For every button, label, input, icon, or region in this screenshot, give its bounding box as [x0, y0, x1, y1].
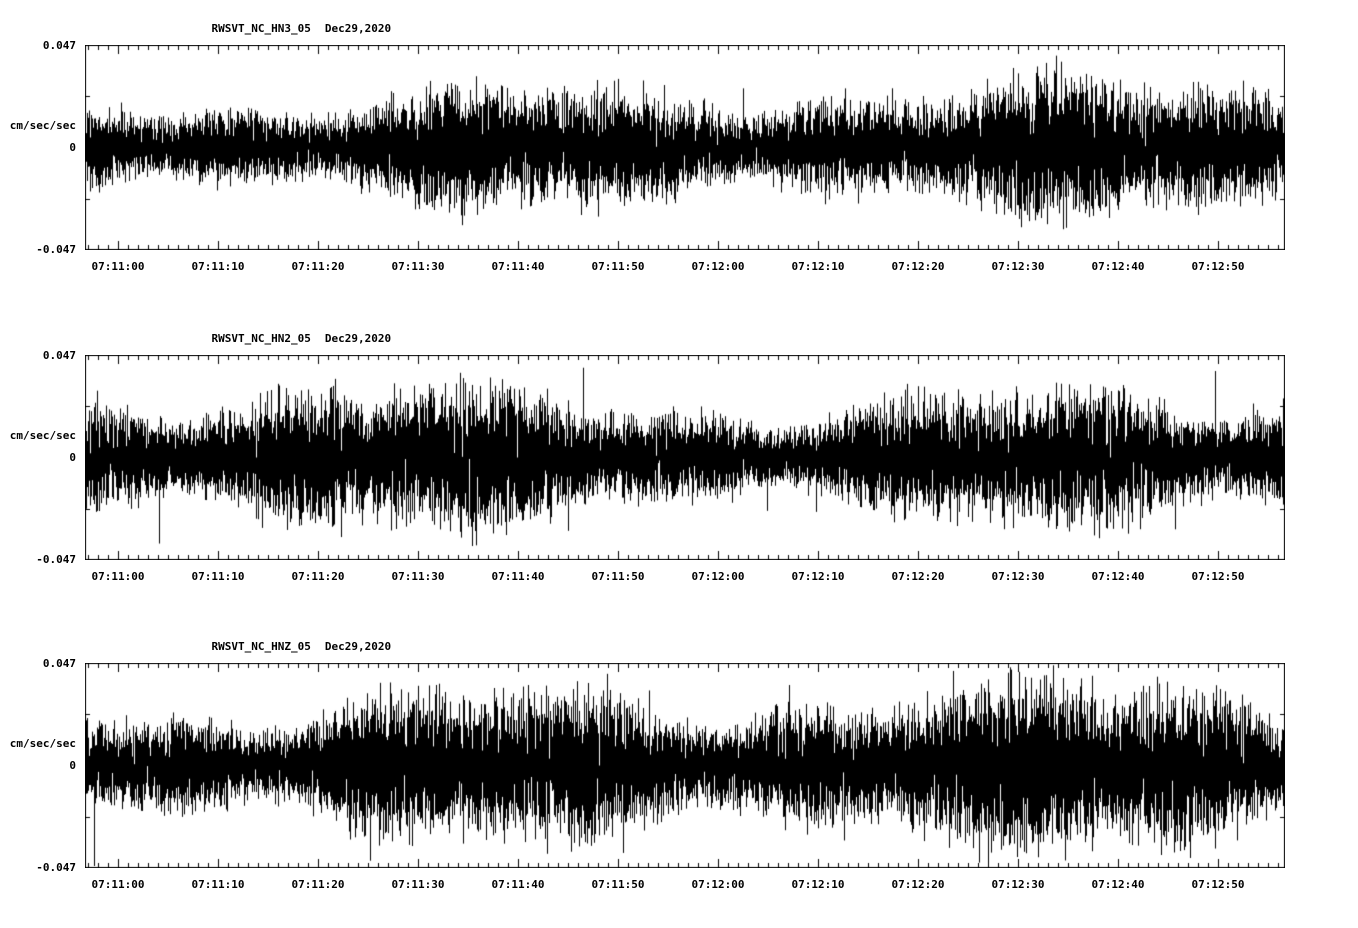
seismogram-panel-hnz: RWSVT_NC_HNZ_05 Dec29,2020 0.047 cm/sec/s…: [0, 618, 1358, 928]
x-tick-label: 07:12:40: [1091, 260, 1145, 273]
y-min-label: -0.047: [36, 243, 76, 256]
x-tick-label: 07:11:50: [591, 878, 645, 891]
trace-title: RWSVT_NC_HNZ_05 Dec29,2020: [185, 627, 392, 666]
x-tick-label: 07:12:50: [1191, 570, 1245, 583]
x-tick-label: 07:11:10: [191, 260, 245, 273]
x-tick-label: 07:12:30: [991, 570, 1045, 583]
x-tick-label: 07:12:00: [691, 570, 745, 583]
x-tick-label: 07:12:40: [1091, 570, 1145, 583]
x-tick-label: 07:12:20: [891, 878, 945, 891]
waveform-canvas: [85, 663, 1285, 868]
y-axis-units-label: cm/sec/sec: [9, 429, 76, 442]
x-tick-label: 07:11:40: [491, 570, 545, 583]
date-label: Dec29,2020: [324, 332, 392, 345]
date-label: Dec29,2020: [324, 22, 392, 35]
x-tick-label: 07:11:40: [491, 260, 545, 273]
station-channel-label: RWSVT_NC_HNZ_05: [211, 640, 311, 653]
x-tick-label: 07:11:30: [391, 878, 445, 891]
x-tick-label: 07:12:10: [791, 570, 845, 583]
station-channel-label: RWSVT_NC_HN3_05: [211, 22, 311, 35]
x-tick-label: 07:11:10: [191, 878, 245, 891]
x-tick-label: 07:12:20: [891, 570, 945, 583]
x-tick-label: 07:11:20: [291, 570, 345, 583]
x-tick-label: 07:12:40: [1091, 878, 1145, 891]
x-tick-label: 07:12:30: [991, 260, 1045, 273]
x-tick-label: 07:11:50: [591, 570, 645, 583]
y-zero-label: 0: [69, 759, 76, 772]
date-label: Dec29,2020: [324, 640, 392, 653]
x-tick-label: 07:12:20: [891, 260, 945, 273]
waveform-canvas: [85, 355, 1285, 560]
y-max-label: 0.047: [42, 349, 76, 362]
waveform-canvas: [85, 45, 1285, 250]
x-tick-label: 07:12:50: [1191, 878, 1245, 891]
trace-title: RWSVT_NC_HN3_05 Dec29,2020: [185, 9, 392, 48]
x-tick-label: 07:11:00: [91, 878, 145, 891]
y-axis-units-label: cm/sec/sec: [9, 737, 76, 750]
x-tick-label: 07:11:00: [91, 570, 145, 583]
x-axis-labels: 07:11:00 07:11:10 07:11:20 07:11:30 07:11:40…: [85, 260, 1285, 276]
x-tick-label: 07:12:10: [791, 878, 845, 891]
x-tick-label: 07:11:30: [391, 570, 445, 583]
x-tick-label: 07:11:20: [291, 878, 345, 891]
y-min-label: -0.047: [36, 861, 76, 874]
station-channel-label: RWSVT_NC_HN2_05: [211, 332, 311, 345]
x-tick-label: 07:12:10: [791, 260, 845, 273]
x-tick-label: 07:11:50: [591, 260, 645, 273]
x-tick-label: 07:12:00: [691, 260, 745, 273]
trace-title: RWSVT_NC_HN2_05 Dec29,2020: [185, 319, 392, 358]
y-max-label: 0.047: [42, 39, 76, 52]
x-tick-label: 07:12:30: [991, 878, 1045, 891]
x-tick-label: 07:11:10: [191, 570, 245, 583]
x-axis-labels: 07:11:00 07:11:10 07:11:20 07:11:30 07:11:40…: [85, 878, 1285, 894]
x-tick-label: 07:12:00: [691, 878, 745, 891]
x-tick-label: 07:11:20: [291, 260, 345, 273]
x-tick-label: 07:11:00: [91, 260, 145, 273]
x-tick-label: 07:11:30: [391, 260, 445, 273]
y-max-label: 0.047: [42, 657, 76, 670]
x-tick-label: 07:12:50: [1191, 260, 1245, 273]
y-zero-label: 0: [69, 141, 76, 154]
y-min-label: -0.047: [36, 553, 76, 566]
seismogram-panel-hn3: RWSVT_NC_HN3_05 Dec29,2020 0.047 cm/sec/s…: [0, 0, 1358, 310]
y-zero-label: 0: [69, 451, 76, 464]
y-axis-units-label: cm/sec/sec: [9, 119, 76, 132]
x-axis-labels: 07:11:00 07:11:10 07:11:20 07:11:30 07:11:40…: [85, 570, 1285, 586]
x-tick-label: 07:11:40: [491, 878, 545, 891]
seismogram-panel-hn2: RWSVT_NC_HN2_05 Dec29,2020 0.047 cm/sec/s…: [0, 310, 1358, 620]
